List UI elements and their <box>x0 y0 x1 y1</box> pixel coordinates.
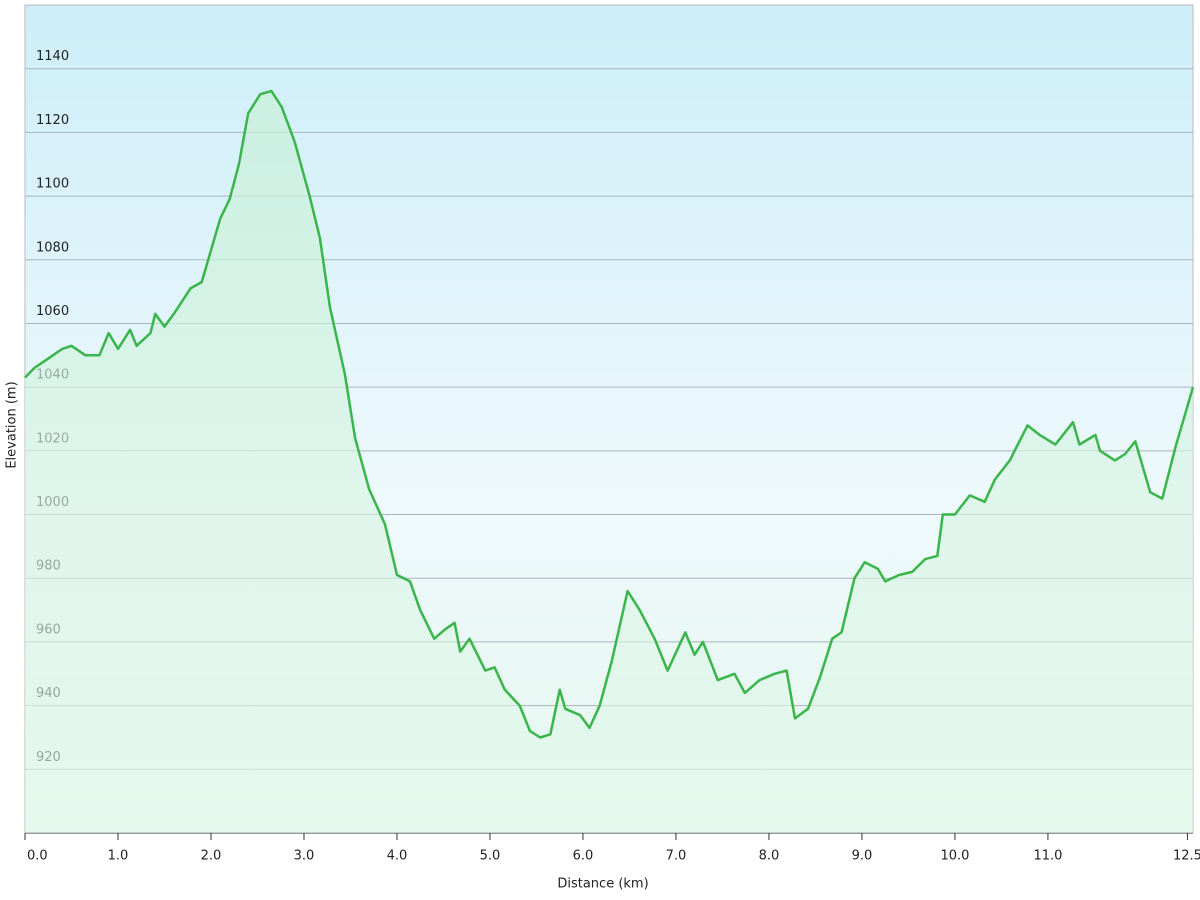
y-tick-label: 1120 <box>36 113 69 128</box>
x-tick-label: 7.0 <box>666 849 687 864</box>
y-tick-label: 1060 <box>36 304 69 319</box>
x-tick-label: 1.0 <box>108 849 129 864</box>
x-tick-label: 3.0 <box>294 849 315 864</box>
y-tick-label: 1140 <box>36 49 69 64</box>
area-fill <box>25 91 1193 833</box>
x-tick-label: 0.0 <box>27 849 48 864</box>
x-tick-label: 6.0 <box>573 849 594 864</box>
x-tick-label: 12.5 <box>1173 849 1200 864</box>
x-tick-label: 5.0 <box>480 849 501 864</box>
x-tick-label: 4.0 <box>387 849 408 864</box>
y-tick-label: 1100 <box>36 177 69 192</box>
y-tick-label: 1080 <box>36 240 69 255</box>
x-axis-label: Distance (km) <box>557 877 648 892</box>
elevation-line <box>24 89 1195 739</box>
x-tick-label: 2.0 <box>201 849 222 864</box>
x-tick-label: 8.0 <box>759 849 780 864</box>
x-tick-label: 9.0 <box>852 849 873 864</box>
x-tick-label: 11.0 <box>1033 849 1062 864</box>
x-tick-label: 10.0 <box>940 849 969 864</box>
y-axis-label: Elevation (m) <box>5 381 20 468</box>
